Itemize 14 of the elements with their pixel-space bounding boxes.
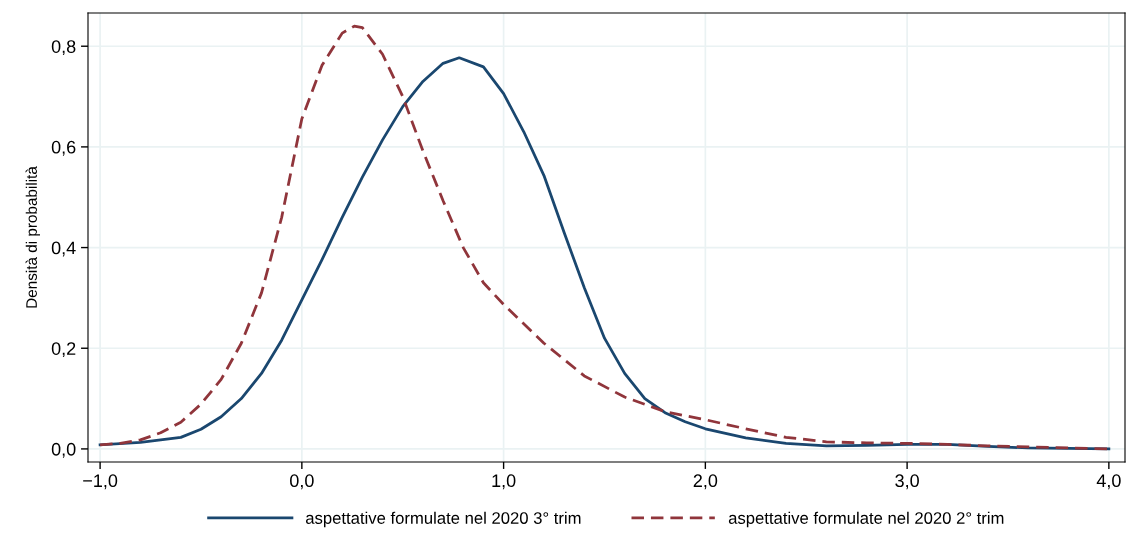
x-tick-label: 2,0 [693, 474, 718, 490]
legend-label: aspettative formulate nel 2020 3° trim [305, 511, 581, 528]
legend-label: aspettative formulate nel 2020 2° trim [728, 511, 1004, 528]
x-tick-label: 0,0 [290, 474, 314, 490]
y-tick-label: 0,0 [51, 442, 76, 458]
x-tick-label: 3,0 [895, 474, 919, 490]
x-tick-label: −1,0 [83, 474, 118, 490]
y-tick-label: 0,8 [51, 40, 76, 56]
y-tick-label: 0,2 [51, 342, 76, 358]
x-tick-label: 1,0 [492, 474, 516, 490]
x-tick-label: 4,0 [1096, 474, 1121, 490]
y-axis-title: Densità di probabilità [25, 166, 40, 308]
y-tick-label: 0,6 [51, 140, 76, 156]
y-tick-label: 0,4 [51, 241, 76, 257]
